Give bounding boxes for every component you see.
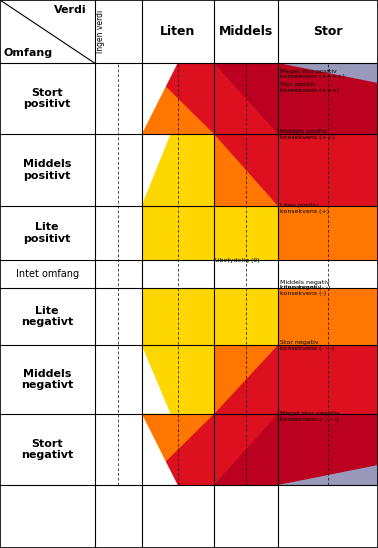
Text: Middels: Middels xyxy=(218,25,273,38)
Polygon shape xyxy=(142,134,170,206)
Polygon shape xyxy=(278,206,378,260)
Bar xyxy=(0,0,378,485)
Text: Intet omfang: Intet omfang xyxy=(16,269,79,279)
Polygon shape xyxy=(214,63,278,134)
Bar xyxy=(214,134,278,206)
Bar xyxy=(94,63,378,485)
Text: Stor negativ
konsekvens (- - -): Stor negativ konsekvens (- - -) xyxy=(280,340,335,351)
Bar xyxy=(278,345,378,414)
Bar xyxy=(278,206,378,260)
Polygon shape xyxy=(278,134,378,206)
Text: Stor positiv
konsekvens (+++): Stor positiv konsekvens (+++) xyxy=(280,82,339,93)
Polygon shape xyxy=(214,345,278,414)
Polygon shape xyxy=(278,464,378,485)
Polygon shape xyxy=(142,414,178,485)
Polygon shape xyxy=(142,414,214,485)
Text: Liten: Liten xyxy=(160,25,195,38)
Text: Omfang: Omfang xyxy=(4,48,53,58)
Bar xyxy=(278,414,378,485)
Text: Verdi: Verdi xyxy=(54,5,87,15)
Bar xyxy=(214,414,278,485)
Polygon shape xyxy=(214,414,278,485)
Bar xyxy=(214,63,278,134)
Bar xyxy=(278,134,378,206)
Polygon shape xyxy=(142,63,178,134)
Text: Ingen verdi: Ingen verdi xyxy=(96,10,105,53)
Bar xyxy=(142,63,214,134)
Polygon shape xyxy=(278,465,378,485)
Bar xyxy=(278,288,378,345)
Bar xyxy=(278,63,378,134)
Polygon shape xyxy=(278,63,378,134)
Text: Middels
negativt: Middels negativt xyxy=(21,369,73,390)
Text: Middels negativ
konsekvens (- -): Middels negativ konsekvens (- -) xyxy=(280,279,330,290)
Text: Meget stor positiv
konsekvens (++++): Meget stor positiv konsekvens (++++) xyxy=(280,68,345,79)
Bar xyxy=(214,288,278,345)
Polygon shape xyxy=(278,345,378,414)
Bar xyxy=(142,414,214,485)
Text: Lite
negativt: Lite negativt xyxy=(21,306,73,327)
Text: Middels positiv
konsekvens (++): Middels positiv konsekvens (++) xyxy=(280,129,334,140)
Bar xyxy=(142,288,214,414)
Text: Middels
positivt: Middels positivt xyxy=(23,159,71,181)
Polygon shape xyxy=(278,63,378,83)
Text: Lite
positivt: Lite positivt xyxy=(23,222,71,244)
Bar xyxy=(142,134,214,260)
Polygon shape xyxy=(278,414,378,485)
Text: Liten negativ
konsekvens (-): Liten negativ konsekvens (-) xyxy=(280,285,326,296)
Bar xyxy=(214,345,278,414)
Polygon shape xyxy=(142,345,170,414)
Text: Ubetydelig (0): Ubetydelig (0) xyxy=(215,258,260,262)
Polygon shape xyxy=(278,288,378,345)
Polygon shape xyxy=(214,134,278,206)
Text: Stort
negativt: Stort negativt xyxy=(21,438,73,460)
Text: Stor: Stor xyxy=(313,25,343,38)
Text: Meget stor negativ
konsekvens (- - - -): Meget stor negativ konsekvens (- - - -) xyxy=(280,411,339,422)
Bar xyxy=(214,206,278,260)
Text: Stort
positivt: Stort positivt xyxy=(23,88,71,110)
Polygon shape xyxy=(142,63,214,134)
Polygon shape xyxy=(278,63,378,84)
Text: Liten positiv
konsekvens (+): Liten positiv konsekvens (+) xyxy=(280,203,329,214)
